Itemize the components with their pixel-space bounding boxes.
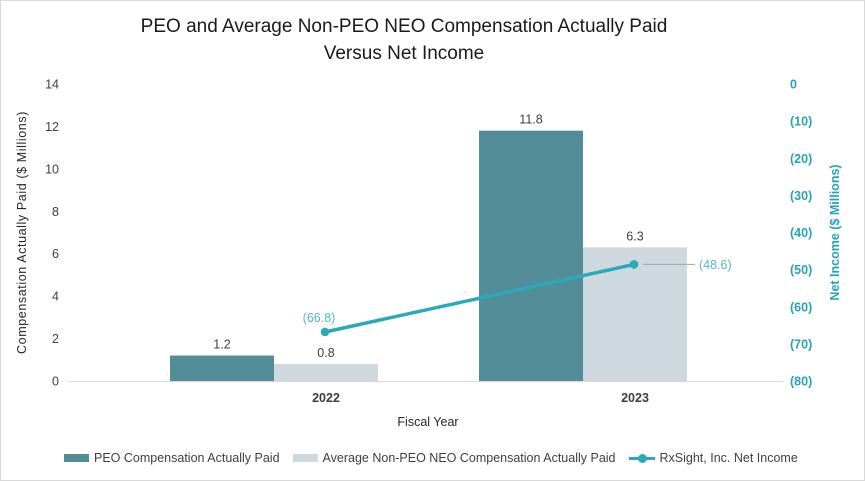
right-axis-tick: (20) bbox=[790, 152, 812, 166]
left-axis-tick: 0 bbox=[52, 375, 59, 389]
left-axis-tick: 14 bbox=[45, 78, 59, 92]
left-axis-tick: 6 bbox=[52, 247, 59, 261]
left-axis-title: Compensation Actually Paid ($ Millions) bbox=[15, 111, 29, 354]
legend-item-nonpeo: Average Non-PEO NEO Compensation Actuall… bbox=[292, 451, 616, 465]
chart-title-line2: Versus Net Income bbox=[323, 43, 485, 64]
left-axis-tick: 2 bbox=[52, 332, 59, 346]
bar-peo-2023 bbox=[479, 130, 583, 381]
bar-data-label: 6.3 bbox=[626, 229, 643, 243]
nonpeo-bar-swatch-icon bbox=[292, 454, 318, 462]
right-axis-tick: (70) bbox=[790, 337, 812, 351]
line-data-label: (66.8) bbox=[303, 311, 336, 325]
legend-label-netincome: RxSight, Inc. Net Income bbox=[659, 451, 798, 465]
right-axis-tick: (80) bbox=[790, 375, 812, 389]
chart-title-line1: PEO and Average Non-PEO NEO Compensation… bbox=[140, 16, 668, 37]
chart-legend: PEO Compensation Actually Paid Average N… bbox=[64, 451, 798, 465]
netincome-line-swatch-icon bbox=[628, 453, 655, 463]
right-axis-tick: 0 bbox=[790, 78, 797, 92]
x-axis-tick: 2023 bbox=[621, 391, 649, 405]
bar-nonpeo-2023 bbox=[583, 247, 687, 381]
chart-title: PEO and Average Non-PEO NEO Compensation… bbox=[1, 13, 807, 67]
right-axis-tick: (40) bbox=[790, 226, 812, 240]
right-axis-tick: (50) bbox=[790, 263, 812, 277]
legend-label-nonpeo: Average Non-PEO NEO Compensation Actuall… bbox=[322, 451, 616, 465]
right-axis-tick: (60) bbox=[790, 300, 812, 314]
left-axis-tick: 10 bbox=[45, 162, 59, 176]
left-axis-tick: 4 bbox=[52, 290, 59, 304]
legend-item-netincome: RxSight, Inc. Net Income bbox=[628, 451, 798, 465]
line-point-marker bbox=[629, 260, 639, 269]
line-data-label: (48.6) bbox=[699, 258, 732, 272]
legend-item-peo: PEO Compensation Actually Paid bbox=[64, 451, 280, 465]
legend-label-peo: PEO Compensation Actually Paid bbox=[94, 451, 280, 465]
left-axis-tick: 12 bbox=[45, 120, 59, 134]
bar-nonpeo-2022 bbox=[274, 364, 378, 381]
bar-peo-2022 bbox=[170, 355, 274, 381]
x-axis-title: Fiscal Year bbox=[397, 415, 458, 429]
right-axis-tick: (10) bbox=[790, 115, 812, 129]
left-axis-tick: 8 bbox=[52, 205, 59, 219]
bar-data-label: 0.8 bbox=[317, 346, 334, 360]
netincome-line bbox=[324, 262, 635, 334]
line-point-marker bbox=[320, 327, 330, 337]
bar-data-label: 1.2 bbox=[213, 338, 230, 352]
right-axis-tick: (30) bbox=[790, 189, 812, 203]
peo-bar-swatch-icon bbox=[64, 454, 89, 462]
x-axis-tick: 2022 bbox=[312, 391, 340, 405]
bar-data-label: 11.8 bbox=[519, 113, 542, 127]
right-axis-title: Net Income ($ Millions) bbox=[828, 164, 842, 300]
